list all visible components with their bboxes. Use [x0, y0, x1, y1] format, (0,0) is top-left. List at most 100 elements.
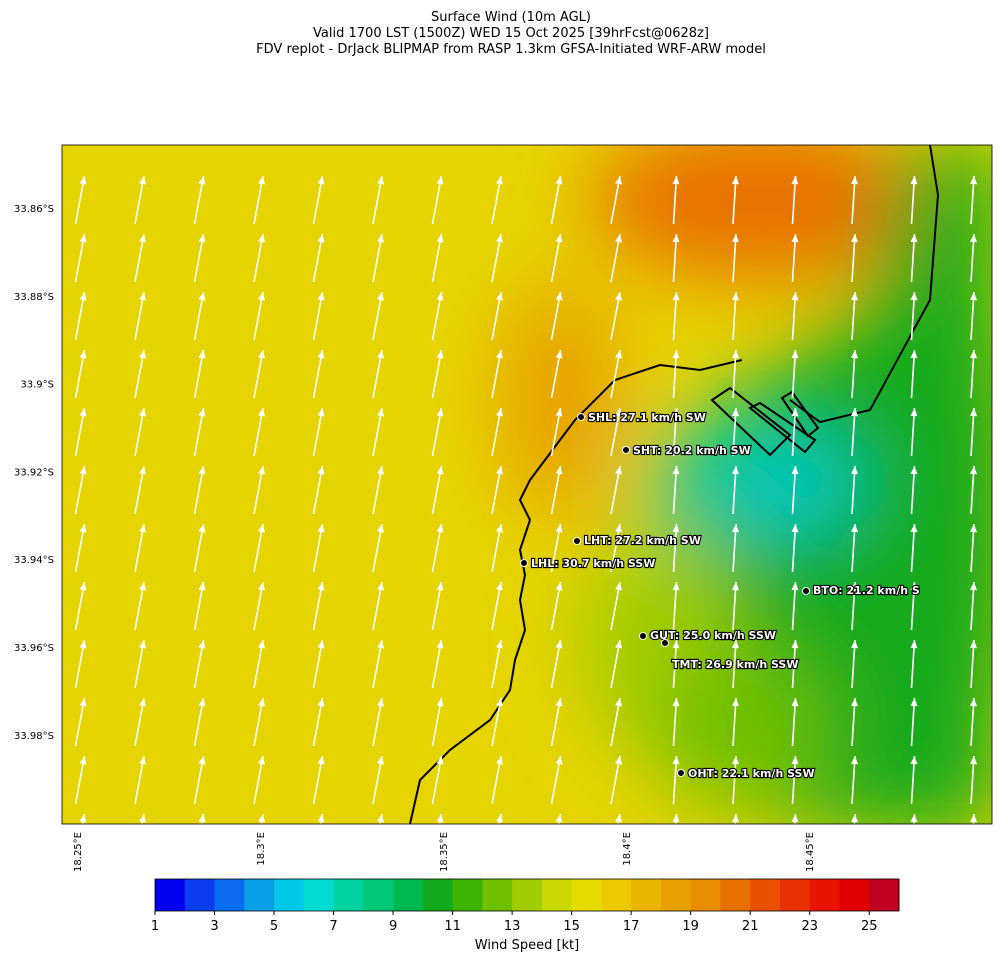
wind-arrow [134, 755, 145, 805]
station-label: BTO: 21.2 km/h S [813, 584, 920, 597]
wind-arrow [791, 465, 797, 515]
wind-arrow [910, 523, 916, 573]
title: Valid 1700 LST (1500Z) WED 15 Oct 2025 [… [313, 26, 709, 41]
wind-arrow-head [672, 582, 680, 591]
wind-arrow-head [555, 582, 563, 591]
wind-arrow [372, 639, 383, 689]
wind-arrow [610, 755, 621, 805]
wind-arrow [312, 639, 324, 689]
wind-arrow-head [258, 698, 265, 707]
colorbar-band [452, 879, 483, 911]
wind-arrow [431, 233, 443, 283]
wind-arrow-head [79, 350, 87, 359]
wind-arrow-head [791, 234, 799, 243]
wind-arrow [550, 755, 562, 805]
wind-arrow-head [258, 582, 265, 591]
wind-arrow [732, 233, 737, 283]
wind-arrow-head [851, 640, 858, 649]
wind-arrow-head [317, 640, 325, 649]
wind-arrow-head [436, 640, 444, 649]
wind-arrow-head [258, 292, 265, 301]
wind-arrow [672, 639, 678, 689]
wind-arrow-head [436, 524, 444, 533]
wind-arrow [193, 639, 205, 689]
wind-arrow-head [317, 408, 325, 417]
wind-arrow-head [496, 640, 503, 649]
wind-arrow [732, 349, 737, 399]
wind-arrow-head [672, 234, 680, 243]
colorbar-tick-label: 13 [504, 919, 521, 934]
wind-arrow-head [79, 176, 87, 185]
wind-arrow [851, 465, 856, 515]
wind-arrow-head [970, 466, 977, 475]
wind-arrow-head [139, 176, 146, 185]
wind-arrow [253, 291, 264, 341]
wind-arrow-head [615, 466, 622, 475]
wind-arrow [732, 407, 737, 457]
wind-arrow [372, 407, 383, 457]
wind-arrow-head [317, 698, 325, 707]
wind-arrow-head [910, 582, 918, 591]
wind-arrow-head [672, 408, 680, 417]
wind-arrow [672, 465, 678, 515]
station-label: SHL: 27.1 km/h SW [588, 411, 706, 424]
wind-arrow-head [79, 292, 87, 301]
wind-arrow [791, 349, 797, 399]
wind-arrow-head [139, 408, 146, 417]
wind-arrow [550, 697, 562, 747]
wind-arrow [910, 407, 916, 457]
wind-arrow-head [436, 582, 444, 591]
wind-arrow [910, 349, 916, 399]
colorbar-tick-label: 11 [444, 919, 461, 934]
wind-arrow-head [377, 582, 384, 591]
wind-arrow-head [615, 524, 622, 533]
colorbar-band [571, 879, 602, 911]
wind-arrow-head [139, 814, 146, 823]
wind-arrow [193, 523, 205, 573]
wind-arrow-head [791, 524, 799, 533]
wind-arrow-head [851, 466, 858, 475]
wind-arrow [81, 813, 86, 824]
wind-arrow [910, 755, 916, 805]
colorbar-band [274, 879, 305, 911]
colorbar-band [184, 879, 216, 911]
wind-arrow-head [672, 640, 680, 649]
wind-arrow [550, 465, 562, 515]
wind-arrow-head [258, 524, 265, 533]
wind-arrow-head [791, 176, 799, 185]
station-dot [639, 632, 647, 640]
wind-arrow [851, 639, 856, 689]
wind-arrow [491, 697, 502, 747]
colorbar-tick-label: 23 [801, 919, 818, 934]
wind-arrow-head [258, 234, 265, 243]
wind-arrow [791, 581, 797, 631]
wind-arrow-head [317, 814, 325, 823]
wind-arrow [550, 175, 562, 225]
colorbar-band [422, 879, 454, 911]
wind-arrow [431, 755, 443, 805]
wind-arrow-head [791, 582, 799, 591]
wind-arrow [312, 465, 324, 515]
wind-arrow [74, 755, 86, 805]
wind-arrow-head [377, 234, 384, 243]
wind-arrow [253, 697, 264, 747]
wind-arrow-head [377, 466, 384, 475]
wind-arrow [851, 581, 856, 631]
wind-arrow-head [258, 350, 265, 359]
map-frame [61, 144, 993, 825]
lat-label: 33.88°S [14, 292, 54, 303]
wind-arrow-head [436, 176, 444, 185]
wind-arrow-head [139, 524, 146, 533]
wind-arrow-head [910, 466, 918, 475]
lon-label: 18.4°E [622, 832, 633, 866]
wind-arrow-head [139, 640, 146, 649]
colorbar-band [660, 879, 692, 911]
wind-arrow [74, 581, 86, 631]
station-label: LHL: 30.7 km/h SSW [531, 557, 655, 570]
wind-arrow [610, 291, 621, 341]
wind-arrow [732, 697, 737, 747]
wind-arrow [970, 465, 975, 515]
wind-arrow [853, 813, 856, 824]
station-label: TMT: 26.9 km/h SSW [672, 658, 799, 671]
